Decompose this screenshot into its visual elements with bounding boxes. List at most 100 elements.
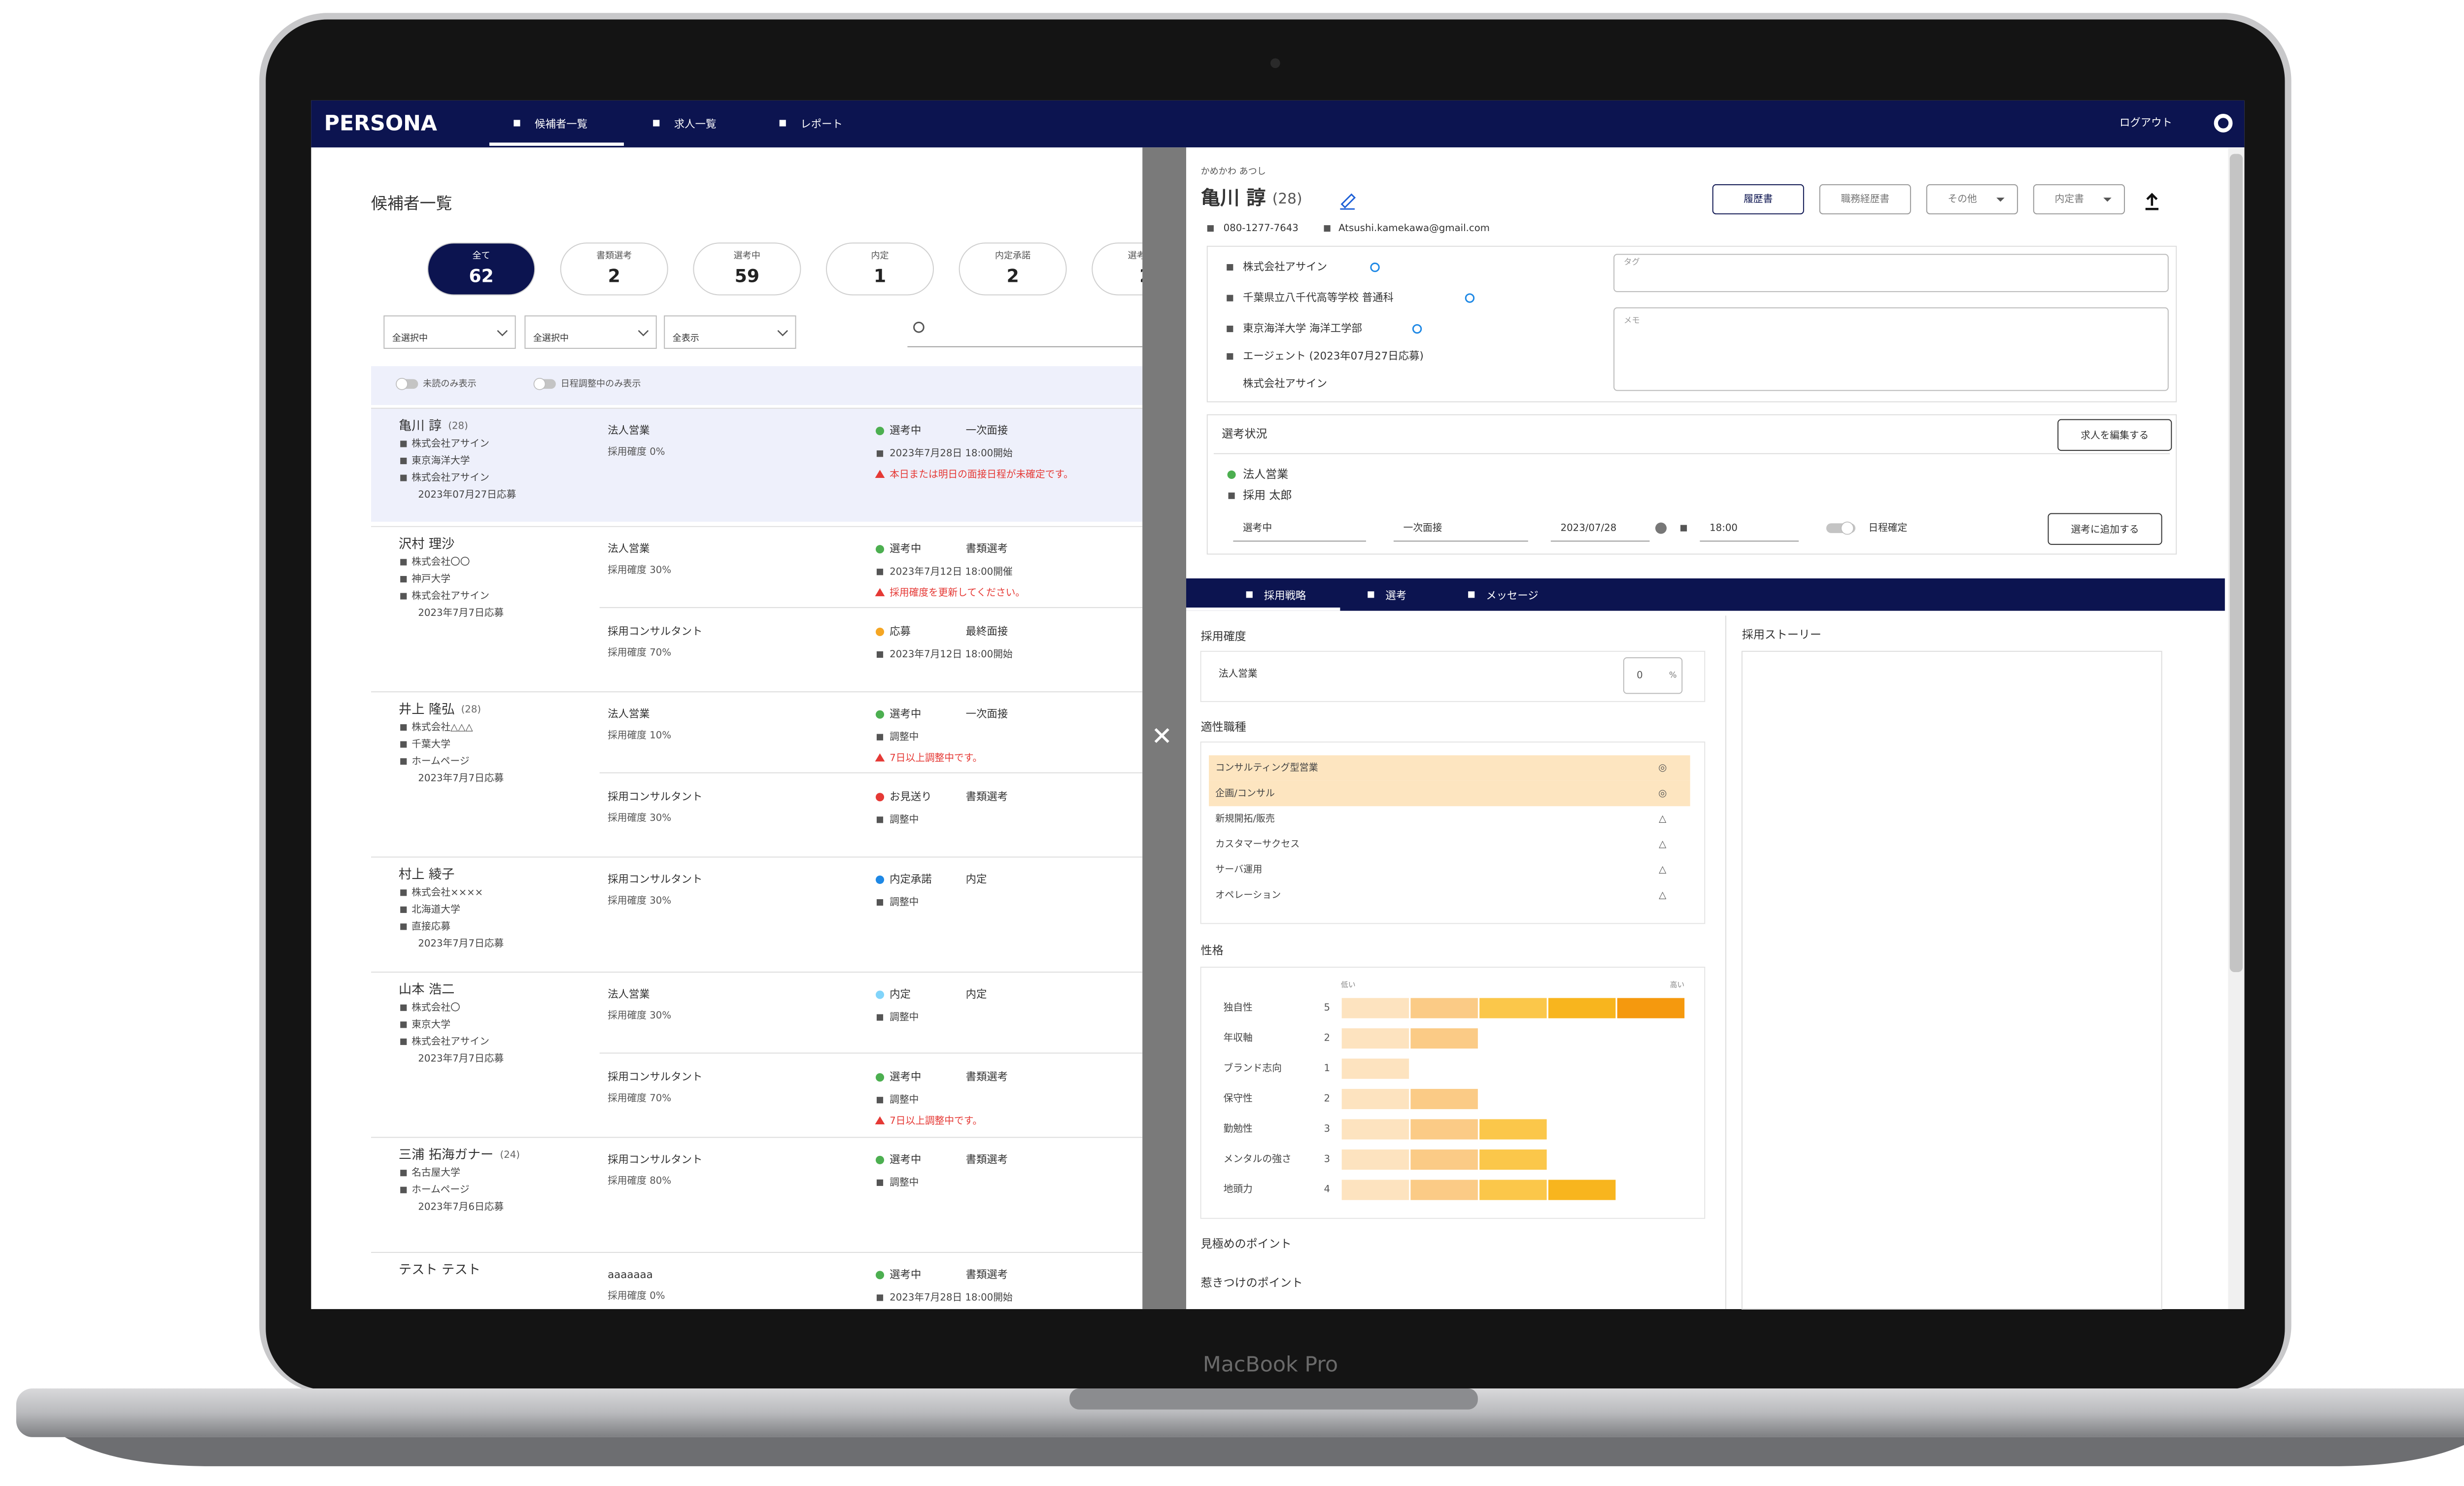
icon bbox=[400, 1186, 407, 1193]
icon bbox=[876, 899, 884, 906]
candidate-age: (24) bbox=[500, 1149, 520, 1160]
candidate-name[interactable]: テスト テスト bbox=[399, 1263, 480, 1278]
button[interactable] bbox=[2048, 513, 2162, 545]
selection-field[interactable]: 一次面接 bbox=[1403, 522, 1442, 533]
logout[interactable]: ログアウト bbox=[2120, 117, 2172, 129]
search-icon[interactable] bbox=[1465, 293, 1475, 303]
document-button[interactable] bbox=[1712, 184, 1804, 215]
filter-count: 2 bbox=[1007, 265, 1019, 286]
candidate-detail-line: 東京大学 bbox=[411, 1018, 450, 1030]
overlay bbox=[1142, 147, 1187, 1309]
application-rate: 採用確度 30% bbox=[608, 1010, 671, 1021]
laptop-base-bottom bbox=[65, 1437, 2464, 1466]
dropdown[interactable] bbox=[664, 315, 796, 349]
candidate-name[interactable]: 三浦 拓海ガナー bbox=[399, 1148, 493, 1162]
dropdown[interactable] bbox=[524, 315, 657, 349]
application-status: 応募 bbox=[890, 625, 911, 638]
trait-bar-segment bbox=[1341, 1089, 1409, 1110]
tag-input[interactable] bbox=[1613, 254, 2169, 292]
candidate-name[interactable]: 山本 浩二 bbox=[399, 982, 455, 997]
document-button[interactable] bbox=[1819, 184, 1911, 215]
filter-pill[interactable] bbox=[958, 242, 1067, 296]
candidate-name[interactable]: 沢村 理沙 bbox=[399, 537, 455, 551]
filter-pill[interactable] bbox=[427, 242, 536, 296]
trait-bar-segment bbox=[1341, 1119, 1409, 1140]
document-button[interactable] bbox=[2033, 184, 2125, 215]
detail-tab[interactable]: 選考 bbox=[1385, 590, 1406, 602]
filter-pill[interactable] bbox=[826, 242, 934, 296]
candidate-detail-line: 2023年7月7日応募 bbox=[418, 1052, 504, 1064]
candidate-detail-line: 千葉大学 bbox=[411, 738, 450, 749]
nav-tab[interactable]: レポート bbox=[800, 118, 842, 131]
application-stage: 内定 bbox=[966, 874, 987, 886]
nav-tab[interactable]: 候補者一覧 bbox=[535, 118, 587, 131]
search-icon[interactable] bbox=[1370, 262, 1380, 272]
application-job: 法人営業 bbox=[608, 543, 650, 555]
phone: 080-1277-7643 bbox=[1224, 222, 1299, 234]
memo-input[interactable] bbox=[1613, 307, 2169, 391]
document-button[interactable] bbox=[1926, 184, 2018, 215]
detail-tab[interactable]: メッセージ bbox=[1486, 590, 1538, 602]
toggle-knob bbox=[1841, 521, 1854, 535]
filter-count: 2 bbox=[1139, 265, 1152, 286]
dropdown[interactable] bbox=[383, 315, 516, 349]
selection-field[interactable]: 選考中 bbox=[1243, 522, 1272, 533]
camera bbox=[1270, 58, 1280, 68]
filter-count: 2 bbox=[608, 265, 620, 286]
application-stage: 書類選考 bbox=[966, 543, 1008, 555]
application-rate: 採用確度 70% bbox=[608, 647, 671, 658]
detail-age: (28) bbox=[1272, 190, 1302, 207]
trait-name: 保守性 bbox=[1224, 1092, 1253, 1104]
selected-row bbox=[371, 408, 1143, 522]
candidate-age: (28) bbox=[448, 420, 468, 431]
story-input[interactable] bbox=[1741, 650, 2162, 1310]
trait-bar-segment bbox=[1341, 1028, 1409, 1049]
selection-field[interactable]: 18:00 bbox=[1710, 522, 1738, 533]
rate-input[interactable] bbox=[1623, 657, 1683, 694]
icon bbox=[400, 741, 407, 748]
application-job: 法人営業 bbox=[608, 708, 650, 720]
selection-field[interactable]: 2023/07/28 bbox=[1561, 522, 1617, 533]
section-title: 適性職種 bbox=[1201, 721, 1246, 734]
status-dot bbox=[875, 1073, 885, 1082]
trait-name: メンタルの強さ bbox=[1224, 1153, 1292, 1164]
button[interactable] bbox=[2057, 419, 2172, 451]
icon bbox=[876, 816, 884, 823]
icon bbox=[876, 734, 884, 741]
section-title: 採用確度 bbox=[1201, 630, 1246, 643]
trait-name: 独自性 bbox=[1224, 1002, 1253, 1013]
application-date: 2023年7月12日 18:00開催 bbox=[890, 566, 1013, 577]
candidate-name[interactable]: 亀川 諄 bbox=[399, 418, 442, 433]
candidate-detail-line: 株式会社〇 bbox=[411, 1002, 460, 1013]
filter-pill[interactable] bbox=[693, 242, 801, 296]
candidate-detail-line: 株式会社アサイン bbox=[411, 438, 489, 449]
filter-label: 選考中 bbox=[734, 251, 760, 261]
candidate-name[interactable]: 村上 綾子 bbox=[399, 867, 455, 882]
info-line: 株式会社アサイン bbox=[1243, 377, 1327, 390]
candidate-detail-line: 直接応募 bbox=[411, 920, 450, 932]
application-stage: 書類選考 bbox=[966, 791, 1008, 803]
detail-tab[interactable]: 採用戦略 bbox=[1264, 590, 1306, 602]
chevron bbox=[1996, 198, 2005, 202]
nav-tab[interactable]: 求人一覧 bbox=[674, 118, 716, 131]
application-date: 調整中 bbox=[890, 731, 919, 743]
candidate-detail-line: 2023年7月7日応募 bbox=[418, 607, 504, 618]
filter-label: 選考終了 bbox=[1128, 251, 1164, 261]
search-icon[interactable] bbox=[1412, 324, 1422, 334]
icon bbox=[1228, 492, 1235, 499]
edit-icon[interactable] bbox=[1340, 193, 1356, 210]
application-stage: 内定 bbox=[966, 988, 987, 1001]
clear-icon[interactable] bbox=[1655, 522, 1667, 534]
application-date: 調整中 bbox=[890, 896, 919, 908]
candidate-name[interactable]: 井上 隆弘 bbox=[399, 702, 455, 717]
icon bbox=[1324, 225, 1331, 232]
settings-icon[interactable] bbox=[2214, 114, 2233, 133]
close-icon[interactable] bbox=[1154, 728, 1169, 743]
tab-bar bbox=[1186, 578, 2225, 611]
upload-icon[interactable] bbox=[2145, 193, 2158, 210]
filter-pill[interactable] bbox=[560, 242, 668, 296]
selection-job: 法人営業 bbox=[1243, 468, 1288, 481]
filter-pill[interactable] bbox=[1092, 242, 1199, 296]
